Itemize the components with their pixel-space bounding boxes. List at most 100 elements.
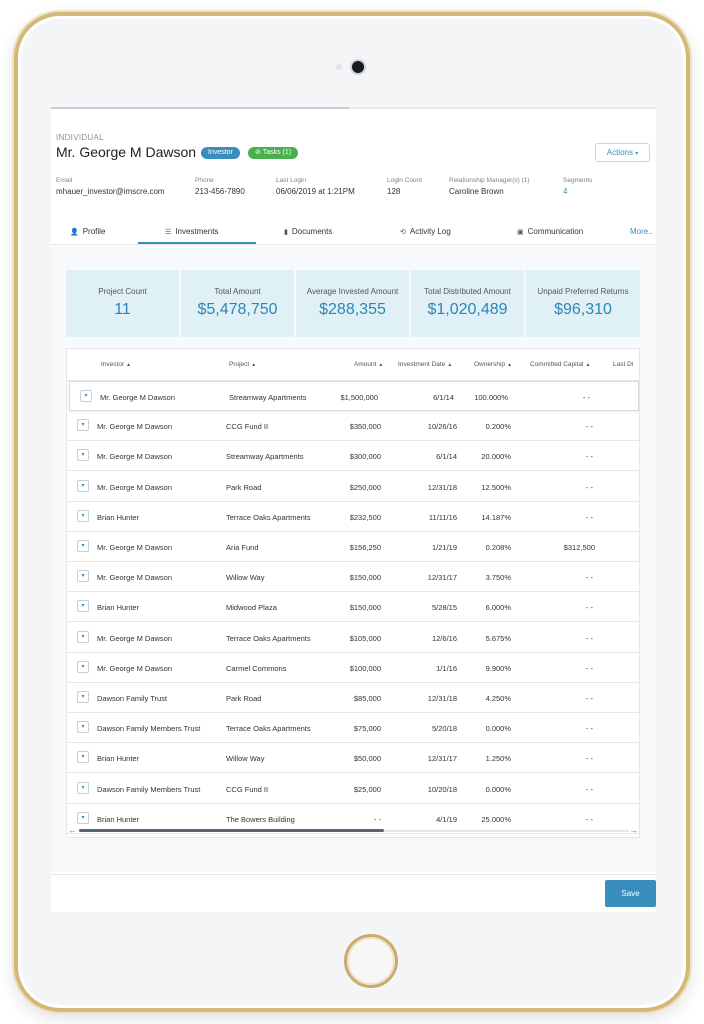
arrow-left-icon[interactable]: ← xyxy=(68,825,77,835)
table-row[interactable]: ▾ Mr. George M Dawson Carmel Commons $100,0… xyxy=(67,653,639,683)
cell-committed-capital: - - xyxy=(585,694,593,703)
contact-name: Mr. George M Dawson xyxy=(56,144,197,160)
expand-row-icon[interactable]: ▾ xyxy=(77,570,89,583)
column-committed-capital[interactable]: Committed Capital ▲ xyxy=(530,361,590,368)
column-investor[interactable]: Investor ▲ xyxy=(101,361,131,368)
table-header: Investor ▲ Project ▲ Amount ▲ Investment Da… xyxy=(67,349,639,381)
tab-profile[interactable]: 👤 Profile xyxy=(70,227,105,236)
column-ownership-label: Ownership xyxy=(474,361,506,368)
expand-row-icon[interactable]: ▾ xyxy=(77,419,89,432)
sort-arrow-icon: ▲ xyxy=(126,362,132,368)
expand-row-icon[interactable]: ▾ xyxy=(77,630,89,643)
email-label: Email xyxy=(56,177,73,184)
table-row[interactable]: ▾ Mr. George M Dawson Streamway Apartments… xyxy=(67,441,639,472)
column-investment-date-label: Investment Date xyxy=(398,361,446,368)
table-row[interactable]: ▾ Brian Hunter Midwood Plaza $150,000 5/28/1… xyxy=(67,592,639,623)
segments-label: Segments xyxy=(563,177,593,184)
cell-ownership: 14.187% xyxy=(481,512,511,522)
table-row[interactable]: ▾ Brian Hunter Willow Way $50,000 12/31/17 1.… xyxy=(67,743,639,774)
table-row[interactable]: ▾ Mr. George M Dawson Willow Way $150,000 12… xyxy=(67,562,639,593)
expand-row-icon[interactable]: ▾ xyxy=(77,660,89,673)
cell-investment-date: 4/1/19 xyxy=(436,814,457,824)
table-row[interactable]: ▾ Mr. George M Dawson Terrace Oaks Apartme… xyxy=(67,623,639,653)
column-project[interactable]: Project ▲ xyxy=(229,361,256,368)
scroll-thumb[interactable] xyxy=(79,829,384,832)
tab-documents-label: Documents xyxy=(291,227,333,236)
cell-committed-capital: - - xyxy=(585,603,593,613)
investor-badge[interactable]: Investor xyxy=(201,147,240,159)
stat-label: Project Count xyxy=(98,287,147,296)
stat-label: Total Distributed Amount xyxy=(424,287,511,296)
expand-row-icon[interactable]: ▾ xyxy=(77,811,89,824)
cell-investor: Dawson Family Trust xyxy=(97,694,168,703)
stat-total-amount: Total Amount $5,478,750 xyxy=(181,270,294,337)
cell-amount: $100,000 xyxy=(349,663,381,673)
expand-row-icon[interactable]: ▾ xyxy=(77,751,89,764)
cell-project: CCG Fund II xyxy=(226,784,269,794)
tab-documents[interactable]: ▮ Documents xyxy=(284,227,332,236)
expand-row-icon[interactable]: ▾ xyxy=(77,781,89,794)
cell-amount: $300,000 xyxy=(349,452,381,462)
expand-row-icon[interactable]: ▾ xyxy=(77,721,89,734)
cell-committed-capital: - - xyxy=(585,814,593,824)
table-row[interactable]: ▾ Mr. George M Dawson CCG Fund II $350,000 1… xyxy=(67,411,639,442)
expand-row-icon[interactable]: ▾ xyxy=(77,509,89,522)
tab-investments[interactable]: ☰ Investments xyxy=(165,227,218,236)
stat-value: 11 xyxy=(114,301,131,318)
segments-link[interactable]: 4 xyxy=(563,187,568,196)
expand-row-icon[interactable]: ▾ xyxy=(77,600,89,613)
cell-amount: $1,500,000 xyxy=(340,393,378,402)
cell-investor: Brian Hunter xyxy=(97,512,140,522)
table-row[interactable]: ▾ Dawson Family Members Trust Terrace Oaks… xyxy=(67,713,639,744)
footer-bar xyxy=(51,874,656,912)
expand-row-icon[interactable]: ▾ xyxy=(77,449,89,462)
expand-row-icon[interactable]: ▾ xyxy=(80,390,92,402)
horizontal-scrollbar[interactable]: ← → xyxy=(67,825,639,837)
column-ownership[interactable]: Ownership ▲ xyxy=(474,361,512,368)
cell-amount: $85,000 xyxy=(353,694,381,703)
table-row[interactable]: ▾ Mr. George M Dawson Streamway Apartments… xyxy=(69,381,639,411)
top-divider xyxy=(51,107,656,109)
expand-row-icon[interactable]: ▾ xyxy=(77,479,89,492)
tab-activity-log[interactable]: ⟲ Activity Log xyxy=(400,227,451,236)
cell-amount: $75,000 xyxy=(353,724,381,734)
cell-amount: $250,000 xyxy=(349,482,381,492)
last-login-value: 06/06/2019 at 1:21PM xyxy=(276,187,355,196)
table-row[interactable]: ▾ Mr. George M Dawson Park Road $250,000 12/… xyxy=(67,472,639,502)
cell-investment-date: 6/1/14 xyxy=(436,452,457,462)
tab-communication[interactable]: ▣ Communication xyxy=(517,227,583,236)
cell-ownership: 20.000% xyxy=(481,452,511,462)
expand-row-icon[interactable]: ▾ xyxy=(77,540,89,552)
tab-more[interactable]: More.. xyxy=(630,227,653,236)
cell-investment-date: 12/31/18 xyxy=(427,482,457,492)
cell-investment-date: 5/28/15 xyxy=(431,603,457,613)
top-progress xyxy=(51,107,349,109)
check-circle-icon: ⊘ xyxy=(255,149,263,156)
tab-profile-label: Profile xyxy=(82,227,106,236)
actions-label: Actions xyxy=(606,148,633,157)
phone-value: 213-456-7890 xyxy=(195,187,245,196)
cell-investment-date: 6/1/14 xyxy=(433,393,454,402)
cell-project: CCG Fund II xyxy=(226,422,269,432)
save-button[interactable]: Save xyxy=(605,880,656,907)
table-row[interactable]: ▾ Mr. George M Dawson Aria Fund $156,250 1/2… xyxy=(67,532,639,562)
sort-arrow-icon: ▲ xyxy=(447,362,453,368)
column-amount[interactable]: Amount ▲ xyxy=(354,361,383,368)
history-icon: ⟲ xyxy=(400,229,406,236)
cell-project: Midwood Plaza xyxy=(226,603,277,613)
cell-amount: $50,000 xyxy=(353,754,381,764)
tasks-badge[interactable]: ⊘ Tasks (1) xyxy=(248,147,299,159)
cell-committed-capital: - - xyxy=(585,573,593,583)
actions-dropdown-button[interactable]: Actions ▾ xyxy=(595,143,650,162)
home-button[interactable] xyxy=(344,934,398,988)
stat-value: $288,355 xyxy=(319,301,386,318)
cell-project: Streamway Apartments xyxy=(229,393,307,402)
column-last-distribution[interactable]: Last Di xyxy=(613,361,634,368)
table-row[interactable]: ▾ Dawson Family Trust Park Road $85,000 12/3… xyxy=(67,683,639,713)
expand-row-icon[interactable]: ▾ xyxy=(77,691,89,703)
column-investment-date[interactable]: Investment Date ▲ xyxy=(398,361,452,368)
arrow-right-icon[interactable]: → xyxy=(629,825,638,835)
table-row[interactable]: ▾ Dawson Family Members Trust CCG Fund II $… xyxy=(67,774,639,804)
table-row[interactable]: ▾ Brian Hunter The Bowers Building - - 4/1/1… xyxy=(67,804,639,834)
table-row[interactable]: ▾ Brian Hunter Terrace Oaks Apartments $232… xyxy=(67,502,639,532)
